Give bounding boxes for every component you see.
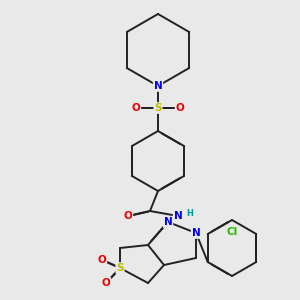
Text: N: N xyxy=(192,228,200,238)
Text: O: O xyxy=(124,211,132,221)
Text: O: O xyxy=(98,255,106,265)
Text: O: O xyxy=(176,103,184,113)
Text: Cl: Cl xyxy=(226,227,238,237)
Text: H: H xyxy=(187,208,194,217)
Text: N: N xyxy=(164,217,172,227)
Text: O: O xyxy=(102,278,110,288)
Text: O: O xyxy=(132,103,140,113)
Text: N: N xyxy=(154,81,162,91)
Text: S: S xyxy=(116,263,124,273)
Text: N: N xyxy=(174,211,182,221)
Text: S: S xyxy=(154,103,162,113)
